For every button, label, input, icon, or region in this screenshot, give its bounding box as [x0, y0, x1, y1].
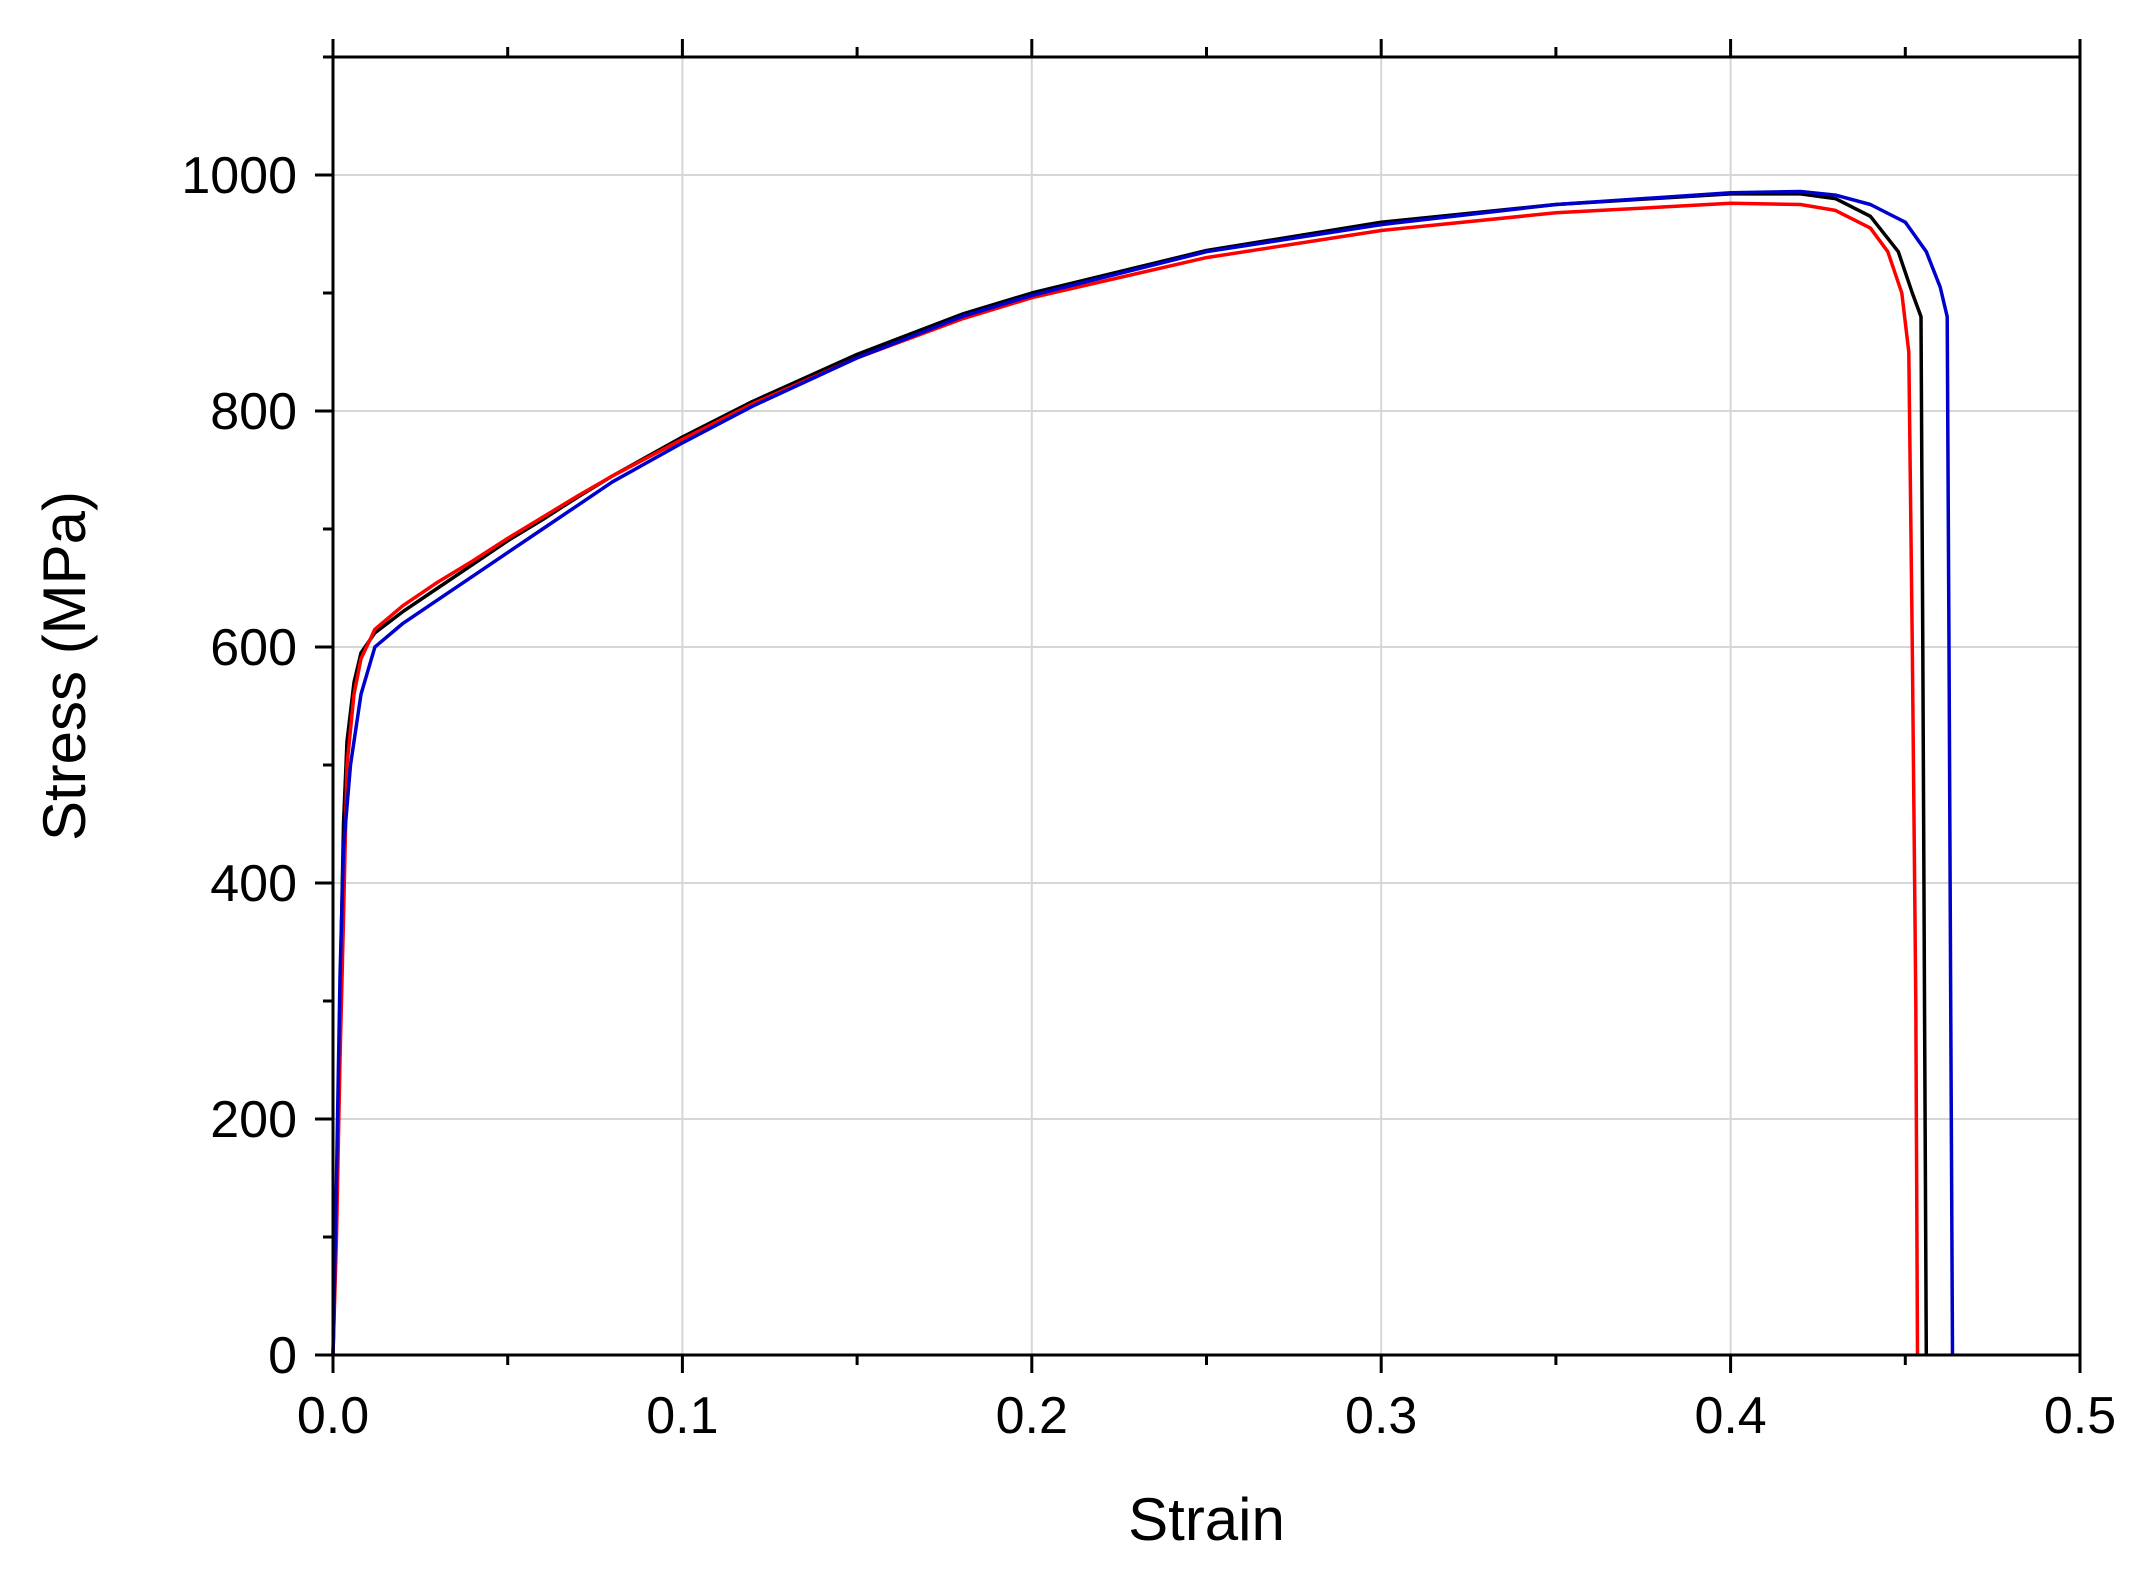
x-tick-label: 0.0	[297, 1387, 369, 1445]
x-tick-label: 0.5	[2044, 1387, 2116, 1445]
y-axis-title: Stress (MPa)	[31, 491, 98, 841]
series-layer	[331, 189, 1955, 1356]
y-tick-label: 800	[210, 383, 297, 441]
ticks-layer	[315, 39, 2082, 1373]
y-tick-label: 1000	[181, 147, 297, 205]
y-tick-label: 0	[268, 1327, 297, 1385]
series-line-1	[331, 192, 1929, 1356]
x-tick-label: 0.3	[1345, 1387, 1417, 1445]
y-tick-label: 200	[210, 1091, 297, 1149]
tick-labels-layer: 0.0 0.1 0.2 0.3 0.4 0.5 0 200 400 600 800 1000	[181, 147, 2116, 1445]
series-line-3	[331, 189, 1955, 1356]
y-tick-label: 600	[210, 619, 297, 677]
y-tick-label: 400	[210, 855, 297, 913]
series-line-2	[331, 201, 1920, 1356]
grid-layer	[333, 57, 2080, 1355]
x-tick-label: 0.2	[996, 1387, 1068, 1445]
x-tick-label: 0.1	[646, 1387, 718, 1445]
x-tick-label: 0.4	[1694, 1387, 1766, 1445]
x-axis-title: Strain	[1128, 1486, 1285, 1553]
